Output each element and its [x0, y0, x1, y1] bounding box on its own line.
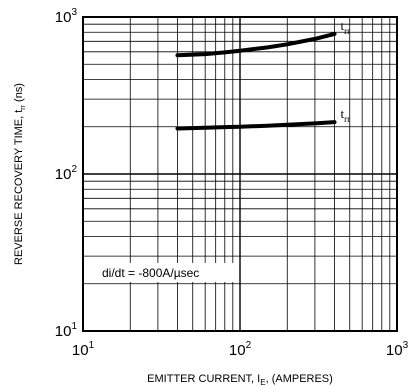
y-tick-label: 102	[55, 164, 78, 183]
annotation-box: di/dt = -800A/µsec	[98, 263, 238, 282]
y-axis-label-sub: rr	[20, 104, 27, 109]
y-tick-label: 101	[55, 321, 78, 340]
x-tick-label: 102	[229, 340, 252, 359]
x-tick-base: 10	[72, 342, 89, 359]
series-label-sub: rr	[344, 114, 350, 124]
y-axis-label-suffix: (ns)	[13, 83, 25, 105]
series-label-main: t	[341, 106, 345, 121]
series-label-sub: rr	[344, 26, 350, 36]
series-label-main: t	[341, 18, 345, 33]
series-label-1: trr	[341, 18, 351, 36]
y-tick-base: 10	[55, 323, 72, 340]
y-tick-base: 10	[55, 166, 72, 183]
x-tick-exponent: 3	[403, 340, 409, 351]
series-label-2: trr	[341, 106, 351, 124]
y-axis-label: REVERSE RECOVERY TIME, trr (ns)	[13, 83, 27, 265]
x-tick-label: 101	[72, 340, 95, 359]
y-axis-label-main: REVERSE RECOVERY TIME, t	[13, 110, 25, 265]
x-axis-label: EMITTER CURRENT, IE, (AMPERES)	[147, 373, 333, 387]
plot-frame	[82, 16, 398, 332]
y-tick-exponent: 1	[71, 321, 77, 332]
series-line-2	[175, 120, 337, 131]
series-line-1	[175, 31, 337, 58]
x-axis-label-main: EMITTER CURRENT, I	[147, 373, 260, 385]
x-tick-exponent: 2	[246, 340, 252, 351]
x-tick-exponent: 1	[89, 340, 95, 351]
x-axis-label-suffix: , (AMPERES)	[266, 373, 333, 385]
annotation-text: di/dt = -800A/µsec	[102, 266, 199, 280]
x-tick-label: 103	[386, 340, 409, 359]
y-tick-exponent: 3	[71, 7, 77, 18]
x-axis-label-sub: E	[260, 378, 265, 387]
grid-lines	[82, 17, 397, 332]
y-tick-label: 103	[55, 7, 78, 26]
y-tick-exponent: 2	[71, 164, 77, 175]
y-tick-base: 10	[55, 9, 72, 26]
x-tick-base: 10	[229, 342, 246, 359]
x-tick-base: 10	[386, 342, 403, 359]
